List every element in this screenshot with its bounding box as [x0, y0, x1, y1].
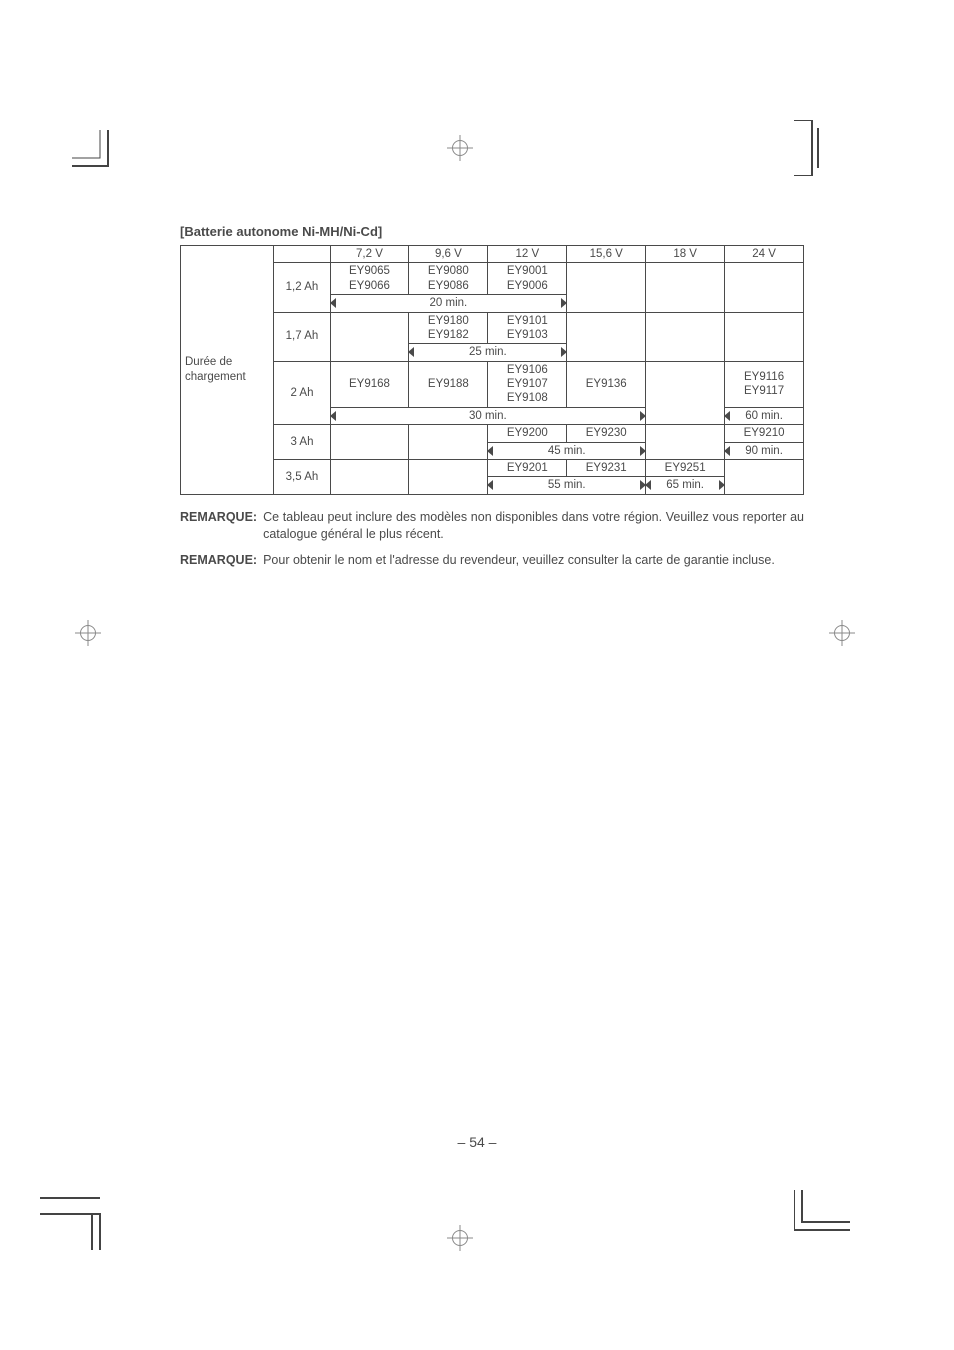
registration-mark-right [834, 625, 850, 641]
model-cell: EY9200 [488, 425, 567, 442]
model-cell: EY9065EY9066 [330, 263, 409, 295]
voltage-col-0: 7,2 V [330, 246, 409, 263]
model-cell: EY9180EY9182 [409, 312, 488, 344]
duration-cell: 25 min. [409, 344, 567, 361]
model-cell: EY9080EY9086 [409, 263, 488, 295]
voltage-col-2: 12 V [488, 246, 567, 263]
empty-cell [330, 312, 409, 361]
capacity-cell: 3 Ah [274, 425, 330, 460]
duration-cell: 45 min. [488, 442, 646, 459]
duration-cell: 30 min. [330, 407, 646, 424]
model-cell: EY9210 [725, 425, 804, 442]
empty-cell [409, 459, 488, 494]
remark-row: REMARQUE: Ce tableau peut inclure des mo… [180, 509, 804, 543]
registration-mark-bottom [452, 1230, 468, 1246]
duration-cell: 90 min. [725, 442, 804, 459]
remark-label: REMARQUE: [180, 552, 257, 569]
empty-cell [330, 459, 409, 494]
duration-cell: 55 min. [488, 477, 646, 494]
capacity-cell: 1,2 Ah [274, 263, 330, 312]
remark-row: REMARQUE: Pour obtenir le nom et l'adres… [180, 552, 804, 569]
voltage-col-1: 9,6 V [409, 246, 488, 263]
model-cell: EY9188 [409, 361, 488, 407]
duration-cell: 20 min. [330, 295, 567, 312]
remark-label: REMARQUE: [180, 509, 257, 543]
duration-cell: 65 min. [646, 477, 725, 494]
empty-cell [646, 361, 725, 425]
row-label-cell: Durée de chargement [181, 246, 274, 495]
crop-mark-bl [40, 1190, 120, 1250]
remark-text: Pour obtenir le nom et l'adresse du reve… [263, 552, 804, 569]
row-label-l1: Durée de [185, 356, 232, 368]
model-cell: EY9136 [567, 361, 646, 407]
empty-cell [725, 312, 804, 361]
model-cell: EY9201 [488, 459, 567, 476]
table-row: 3 Ah EY9200 EY9230 EY9210 [181, 425, 804, 442]
page-content: [Batterie autonome Ni-MH/Ni-Cd] Durée de… [180, 224, 804, 579]
model-cell: EY9101EY9103 [488, 312, 567, 344]
model-cell: EY9231 [567, 459, 646, 476]
model-cell: EY9106EY9107EY9108 [488, 361, 567, 407]
registration-mark-left [80, 625, 96, 641]
table-row: 1,2 Ah EY9065EY9066 EY9080EY9086 EY9001E… [181, 263, 804, 295]
empty-cell [646, 312, 725, 361]
remarks-block: REMARQUE: Ce tableau peut inclure des mo… [180, 509, 804, 570]
battery-charging-table: Durée de chargement 7,2 V 9,6 V 12 V 15,… [180, 245, 804, 495]
empty-cell [409, 425, 488, 460]
model-cell: EY9230 [567, 425, 646, 442]
crop-mark-br [794, 1190, 850, 1246]
empty-cell [567, 263, 646, 312]
table-row: 1,7 Ah EY9180EY9182 EY9101EY9103 [181, 312, 804, 344]
model-cell: EY9251 [646, 459, 725, 476]
capacity-header-blank [274, 246, 330, 263]
capacity-cell: 1,7 Ah [274, 312, 330, 361]
model-cell: EY9001EY9006 [488, 263, 567, 295]
empty-cell [330, 425, 409, 460]
duration-cell: 60 min. [725, 407, 804, 424]
section-title: [Batterie autonome Ni-MH/Ni-Cd] [180, 224, 804, 239]
row-label-l2: chargement [185, 371, 246, 383]
capacity-cell: 3,5 Ah [274, 459, 330, 494]
table-row: 2 Ah EY9168 EY9188 EY9106EY9107EY9108 EY… [181, 361, 804, 407]
registration-mark-top [452, 140, 468, 156]
page-number: – 54 – [0, 1134, 954, 1150]
table-header-row: Durée de chargement 7,2 V 9,6 V 12 V 15,… [181, 246, 804, 263]
remark-text: Ce tableau peut inclure des modèles non … [263, 509, 804, 543]
crop-mark-tr [794, 120, 834, 176]
voltage-col-3: 15,6 V [567, 246, 646, 263]
capacity-cell: 2 Ah [274, 361, 330, 425]
crop-mark-tl [72, 130, 122, 180]
table-row: 3,5 Ah EY9201 EY9231 EY9251 [181, 459, 804, 476]
empty-cell [567, 312, 646, 361]
model-cell: EY9116EY9117 [725, 361, 804, 407]
empty-cell [725, 459, 804, 494]
empty-cell [725, 263, 804, 312]
voltage-col-4: 18 V [646, 246, 725, 263]
model-cell: EY9168 [330, 361, 409, 407]
empty-cell [646, 263, 725, 312]
empty-cell [646, 425, 725, 460]
voltage-col-5: 24 V [725, 246, 804, 263]
